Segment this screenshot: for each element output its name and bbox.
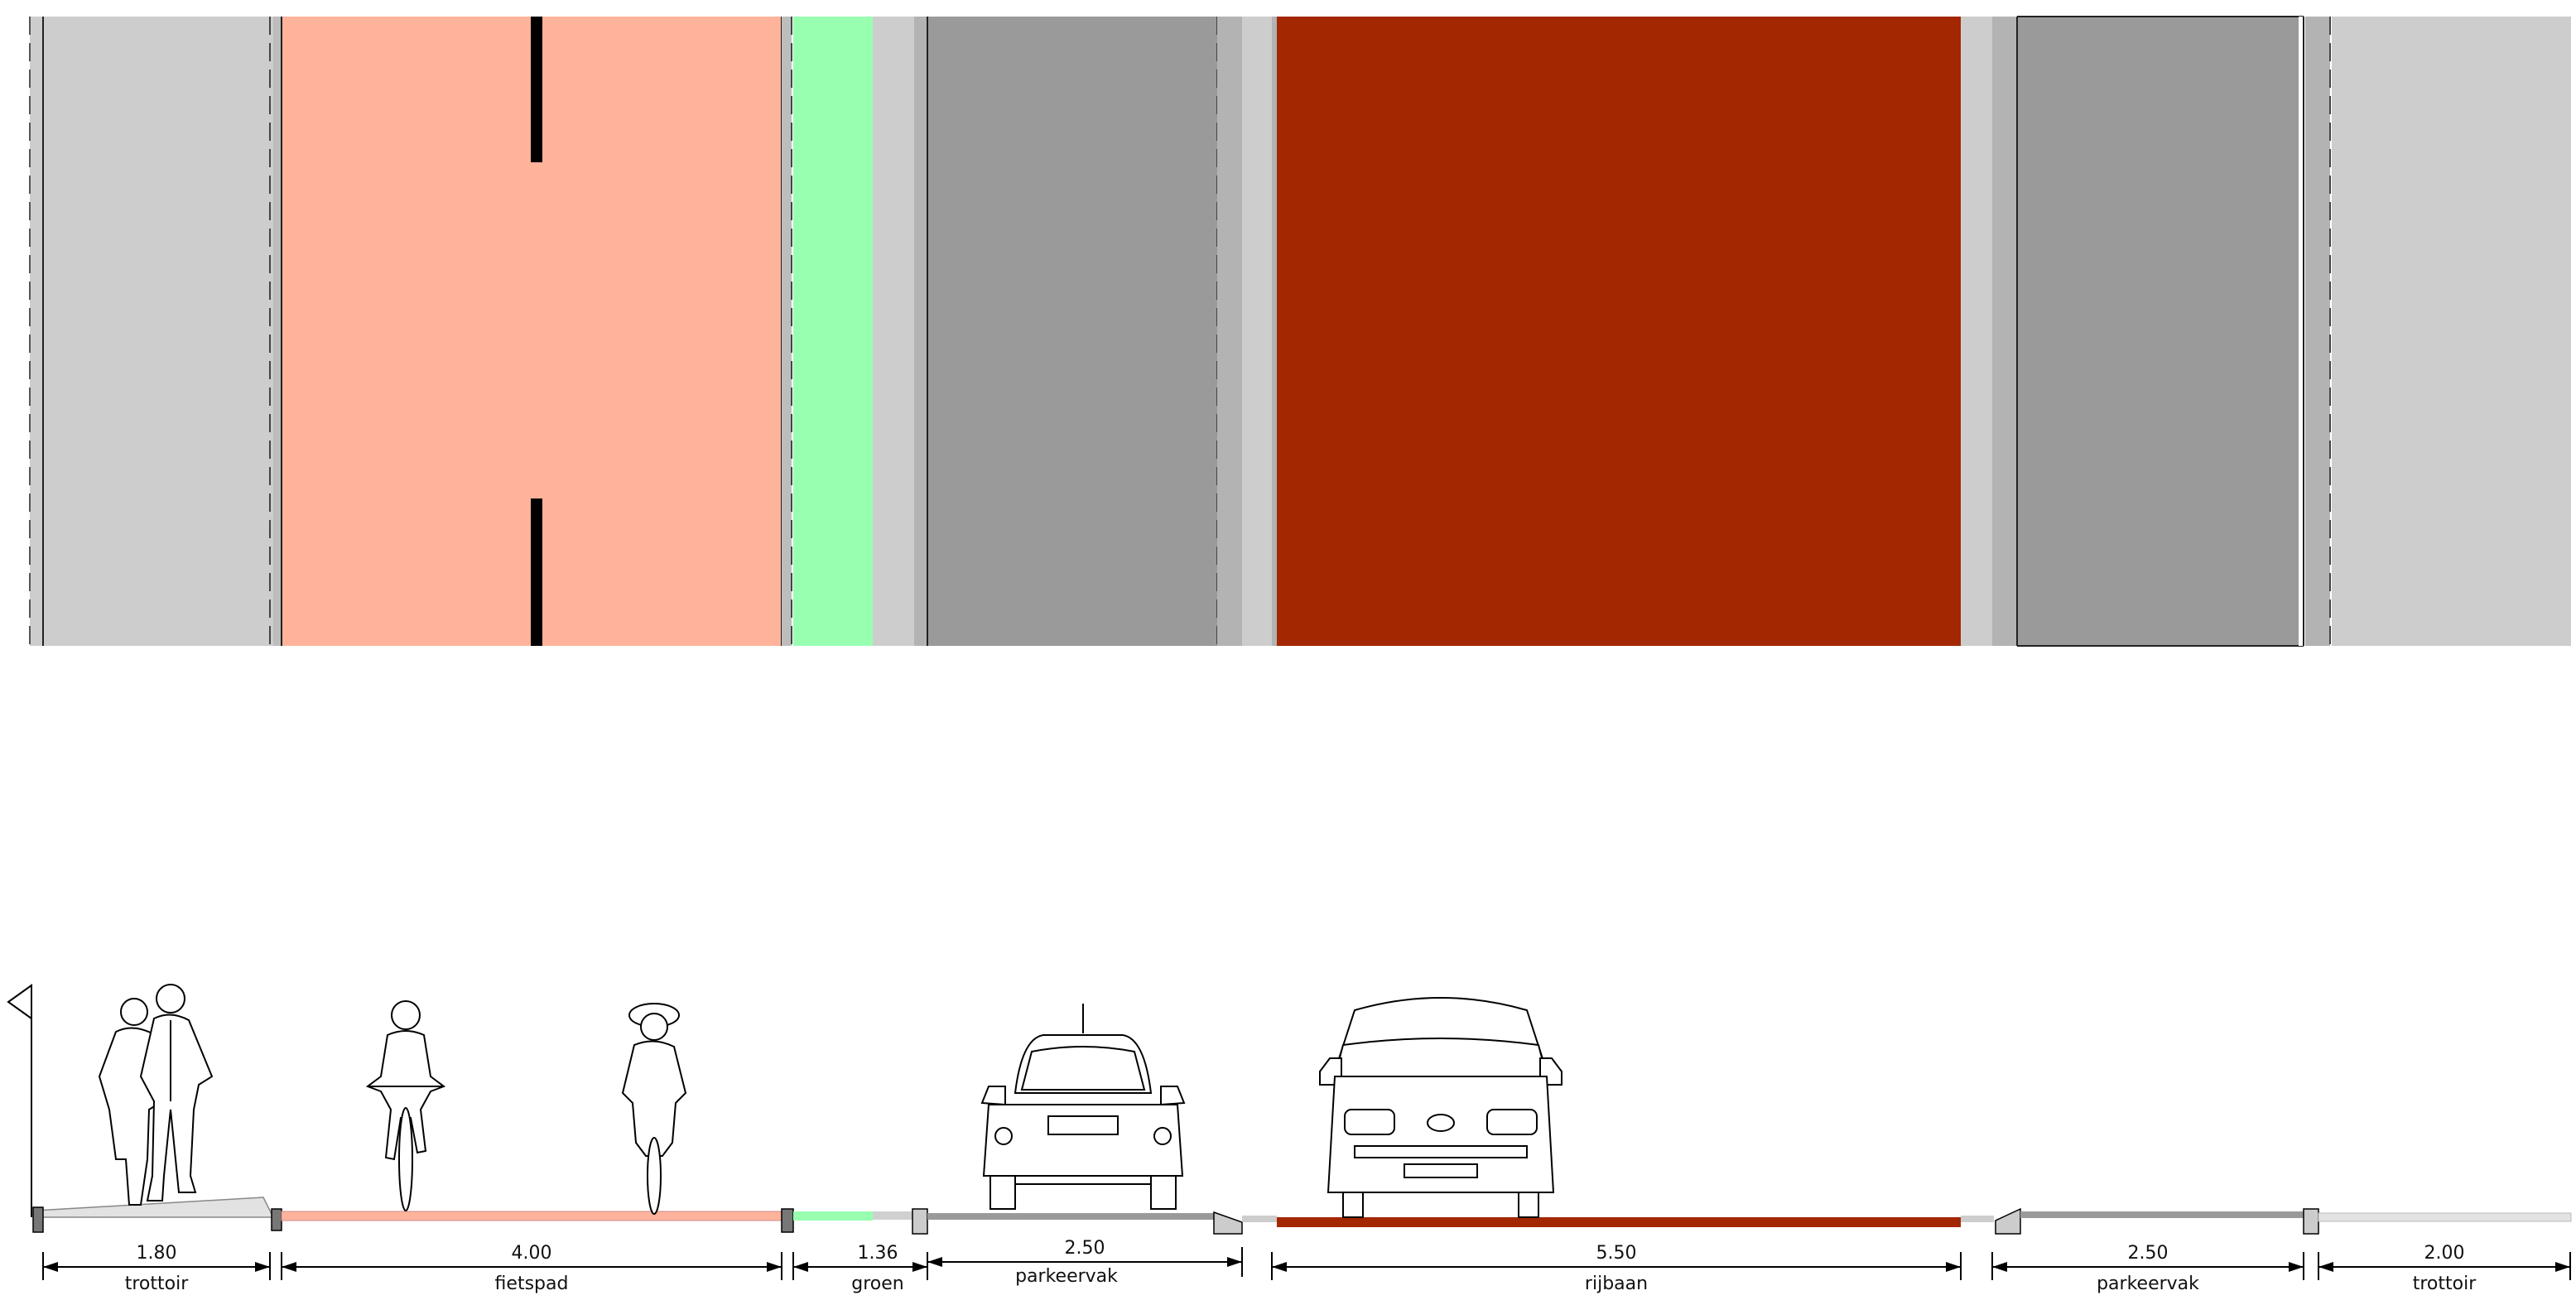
section-rijbaan <box>1277 1217 1961 1227</box>
plan-view <box>29 16 2571 647</box>
dim-value-parkeervak-right: 2.50 <box>2128 1243 2169 1264</box>
section-trottoir-right <box>2318 1212 2572 1222</box>
dim-label-rijbaan: rijbaan <box>1585 1274 1648 1294</box>
fietspad-centerline-top <box>531 17 542 162</box>
plan-parkeervak-right <box>2017 17 2304 646</box>
section-groen <box>793 1211 873 1221</box>
dim-value-fietspad: 4.00 <box>512 1243 552 1264</box>
dim-label-trottoir-left: trottoir <box>125 1274 189 1294</box>
cyclist-front <box>365 1000 446 1211</box>
plan-parkeervak-left <box>927 17 1217 646</box>
plan-trottoir-right <box>2332 17 2571 646</box>
dim-value-trottoir-left: 1.80 <box>137 1243 177 1264</box>
dim-label-fietspad: fietspad <box>495 1274 569 1294</box>
plan-groen <box>793 17 873 646</box>
fietspad-centerline-bottom <box>531 498 542 646</box>
cross-section-view: 1.80 4.00 1.36 2.50 5.50 2.50 2.00 trott… <box>7 984 2572 1294</box>
dim-value-parkeervak-left: 2.50 <box>1065 1238 1105 1259</box>
section-fietspad <box>281 1211 782 1221</box>
van <box>1319 997 1562 1218</box>
hatchback-car <box>980 1004 1186 1210</box>
dim-value-rijbaan: 5.50 <box>1596 1243 1637 1264</box>
section-parkeervak-right <box>2020 1211 2304 1218</box>
dim-value-groen: 1.36 <box>858 1243 898 1264</box>
dim-label-parkeervak-left: parkeervak <box>1015 1266 1118 1287</box>
dim-label-trottoir-right: trottoir <box>2413 1274 2477 1294</box>
pedestrian-couple <box>98 984 214 1206</box>
dim-label-groen: groen <box>851 1274 903 1294</box>
plan-rijbaan <box>1277 17 1961 646</box>
level-triangle-icon <box>7 984 32 1020</box>
plan-trottoir-left <box>30 17 273 646</box>
cyclist-back <box>621 1003 687 1215</box>
dimension-lines <box>42 1247 2571 1280</box>
dim-value-trottoir-right: 2.00 <box>2424 1243 2465 1264</box>
dim-label-parkeervak-right: parkeervak <box>2097 1274 2199 1294</box>
section-parkeervak-left <box>927 1213 1217 1220</box>
